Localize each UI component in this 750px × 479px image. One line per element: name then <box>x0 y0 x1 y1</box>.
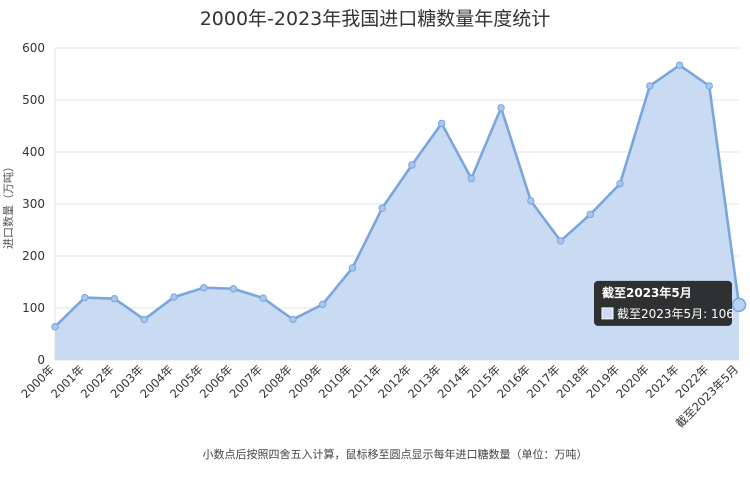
data-point[interactable] <box>675 61 684 69</box>
y-tick-label: 400 <box>22 145 45 159</box>
y-axis-ticks: 0 100 200 300 400 500 600 <box>22 41 45 367</box>
data-point[interactable] <box>467 174 476 183</box>
data-points <box>51 61 747 331</box>
footnote: 小数点后按照四舍五入计算，鼠标移至圆点显示每年进口糖数量（单位：万吨） <box>203 447 588 461</box>
data-point[interactable] <box>199 284 208 292</box>
data-point[interactable] <box>170 293 178 301</box>
data-point[interactable] <box>110 294 119 303</box>
chart-title: 2000年-2023年我国进口糖数量年度统计 <box>200 8 551 30</box>
data-point[interactable] <box>527 197 535 205</box>
data-point[interactable] <box>497 104 505 112</box>
y-tick-label: 0 <box>37 353 45 367</box>
data-point[interactable] <box>348 264 357 272</box>
tooltip: 截至2023年5月 截至2023年5月: 106 <box>594 280 734 326</box>
series-line <box>54 63 741 328</box>
data-point[interactable] <box>140 315 148 324</box>
y-tick-label: 100 <box>22 301 45 315</box>
y-tick-label: 600 <box>22 41 45 55</box>
tooltip-swatch <box>601 307 614 320</box>
y-tick-label: 200 <box>22 249 45 263</box>
data-point[interactable] <box>705 82 713 90</box>
tooltip-box <box>594 280 732 326</box>
data-point[interactable] <box>51 323 59 331</box>
area-fill <box>55 65 739 360</box>
data-point[interactable] <box>378 204 386 212</box>
x-axis-ticks: 2000年2001年2002年2003年2004年2005年2006年2007年… <box>18 362 741 430</box>
data-point[interactable] <box>289 315 297 324</box>
tooltip-title: 截至2023年5月 <box>602 285 692 300</box>
data-point[interactable] <box>318 300 327 309</box>
tooltip-label: 截至2023年5月: 106 <box>617 307 734 321</box>
data-point[interactable] <box>437 119 446 128</box>
y-axis-label: 进口数量（万吨） <box>2 161 15 249</box>
data-point[interactable] <box>586 210 595 219</box>
y-tick-label: 300 <box>22 197 45 211</box>
data-point[interactable] <box>731 297 747 313</box>
data-point[interactable] <box>259 294 267 302</box>
data-point[interactable] <box>556 237 565 245</box>
y-tick-label: 500 <box>22 93 45 107</box>
data-point[interactable] <box>81 293 89 302</box>
data-point[interactable] <box>616 180 624 188</box>
data-point[interactable] <box>229 285 238 293</box>
data-point[interactable] <box>408 161 416 169</box>
data-point[interactable] <box>646 82 654 90</box>
